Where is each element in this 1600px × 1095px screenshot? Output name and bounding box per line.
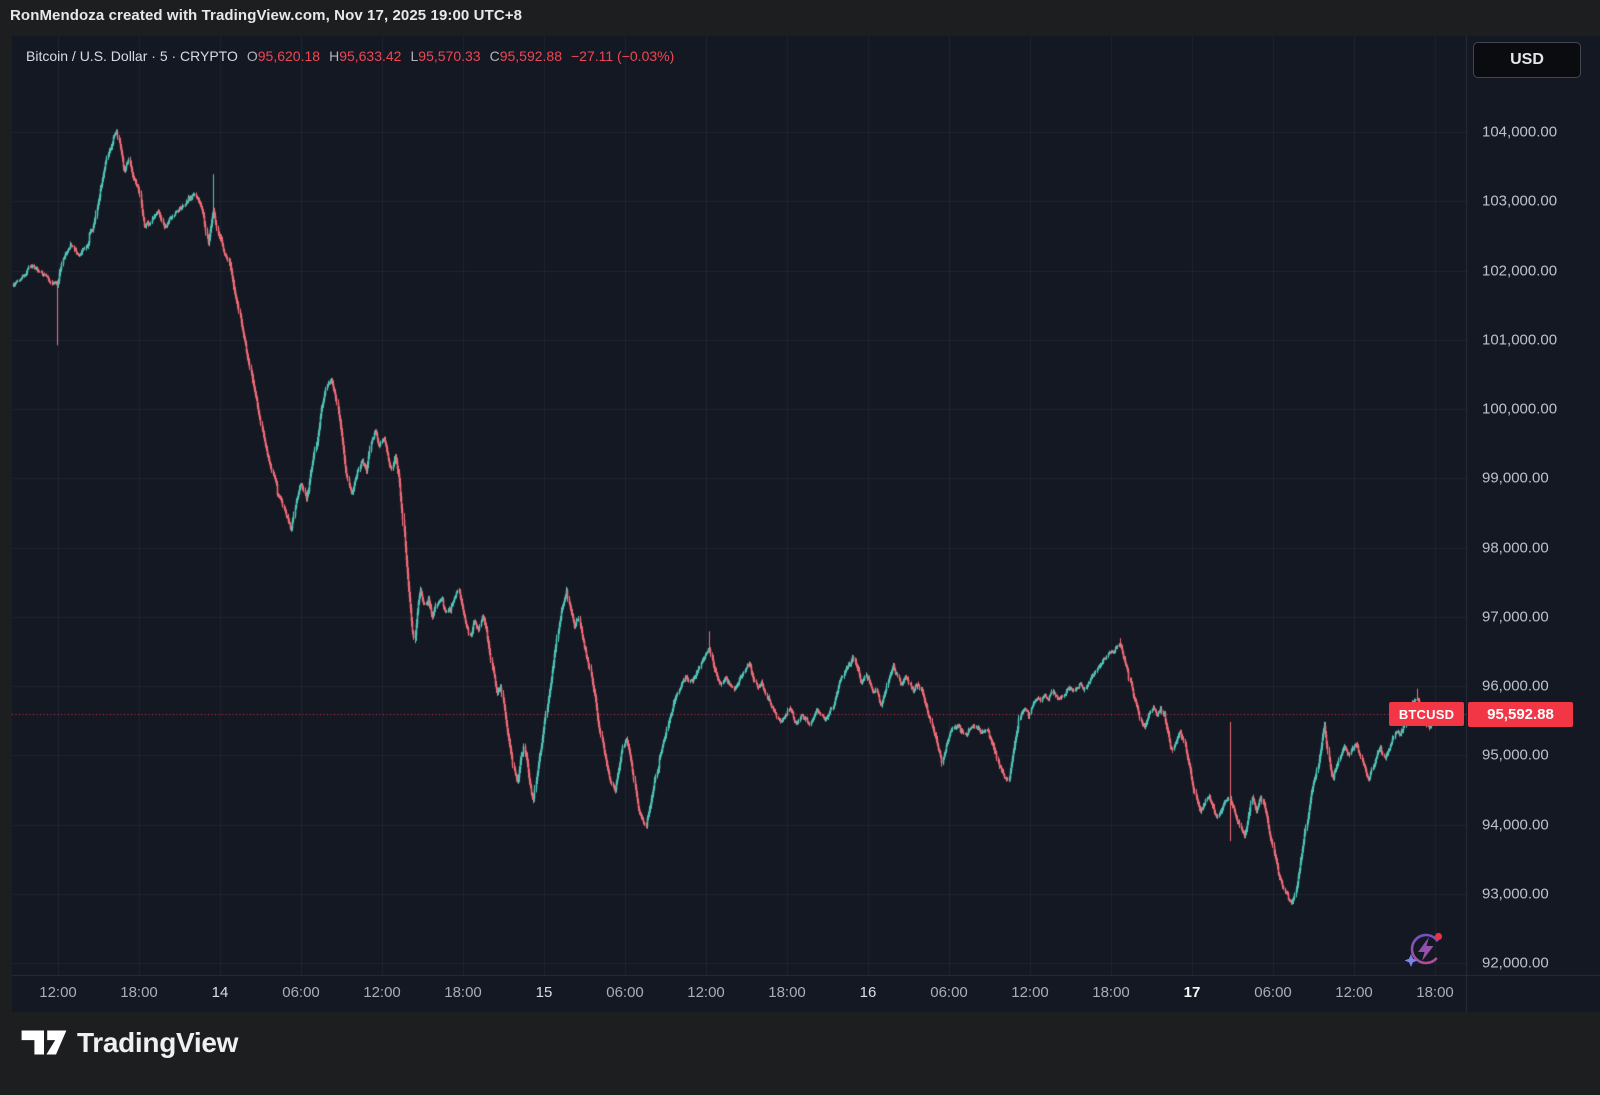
price-axis-label: 102,000.00 [1482,262,1558,279]
time-axis-label: 17 [1183,984,1201,1001]
boost-circle [1410,933,1442,965]
tradingview-logo[interactable]: TradingView [20,1024,238,1061]
time-axis-label: 12:00 [363,984,401,1001]
time-axis-label: 18:00 [444,984,482,1001]
ohlc-value: 95,592.88 [499,48,562,64]
time-axis-label: 16 [859,984,877,1001]
ohlc-key: C [489,48,500,64]
price-axis-label: 94,000.00 [1482,816,1549,833]
price-axis-label: 96,000.00 [1482,677,1549,695]
time-axis-label: 18:00 [120,984,158,1001]
ohlc-values: O95,620.18 H95,633.42 L95,570.33 C95,592.88 [238,48,562,64]
price-axis-label: 97,000.00 [1482,608,1549,626]
symbol-price-badge: BTCUSD [1389,702,1464,727]
time-axis-label: 18:00 [768,984,806,1001]
ohlc-value: 95,570.33 [418,48,481,64]
time-axis[interactable]: 12:00 18:00 14 06:00 12:00 18:00 15 06:00 12:00 1… [12,975,1600,1012]
attribution-text: RonMendoza created with TradingView.com,… [10,7,523,24]
price-axis-label: 92,000.00 [1482,954,1549,972]
time-axis-label: 06:00 [606,984,644,1001]
candlestick-chart-canvas[interactable] [12,36,1600,1012]
currency-toggle-button[interactable]: USD [1473,42,1581,78]
time-axis-label: 12:00 [687,984,725,1001]
chart-legend: Bitcoin / U.S. Dollar · 5 · CRYPTO O95,62… [26,48,674,64]
price-axis-label: 93,000.00 [1482,885,1549,903]
price-axis-label: 98,000.00 [1482,539,1549,556]
flash-boost-icon[interactable] [1402,924,1450,972]
price-axis-label: 103,000.00 [1482,192,1558,210]
price-axis-label: 101,000.00 [1482,331,1558,349]
last-price-badge: 95,592.88 [1468,701,1573,727]
time-axis-label: 06:00 [1254,984,1292,1001]
price-axis[interactable]: 104,000.00 103,000.00 102,000.00 101,000.00… [1466,36,1600,975]
change-value: −27.11 (−0.03%) [571,48,675,64]
time-axis-label: 12:00 [1011,984,1049,1001]
tradingview-logo-icon [21,1030,67,1055]
tradingview-logo-text: TradingView [77,1026,239,1058]
ohlc-value: 95,620.18 [257,48,321,64]
ohlc-value: 95,633.42 [339,48,402,64]
time-axis-label: 06:00 [930,984,968,1001]
sparkle-icon [1404,954,1418,967]
time-axis-label: 12:00 [39,984,77,1001]
price-axis-label: 100,000.00 [1482,400,1558,418]
chart-panel: Bitcoin / U.S. Dollar · 5 · CRYPTO O95,62… [12,36,1600,1012]
time-axis-label: 18:00 [1092,984,1130,1001]
symbol-title: Bitcoin / U.S. Dollar · 5 · CRYPTO [26,48,238,64]
price-axis-label: 95,000.00 [1482,746,1549,764]
ohlc-key: H [329,48,340,64]
lightning-bolt-icon [1418,937,1434,961]
time-axis-label: 14 [211,984,229,1001]
time-axis-label: 06:00 [282,984,320,1001]
time-axis-label: 18:00 [1416,984,1454,1001]
ohlc-key: L [410,48,419,64]
price-axis-label: 104,000.00 [1482,123,1558,141]
time-axis-label: 12:00 [1335,984,1373,1001]
time-axis-label: 15 [535,984,553,1001]
ohlc-key: O [246,48,258,64]
price-axis-label: 99,000.00 [1482,469,1549,487]
notification-dot [1434,932,1443,941]
